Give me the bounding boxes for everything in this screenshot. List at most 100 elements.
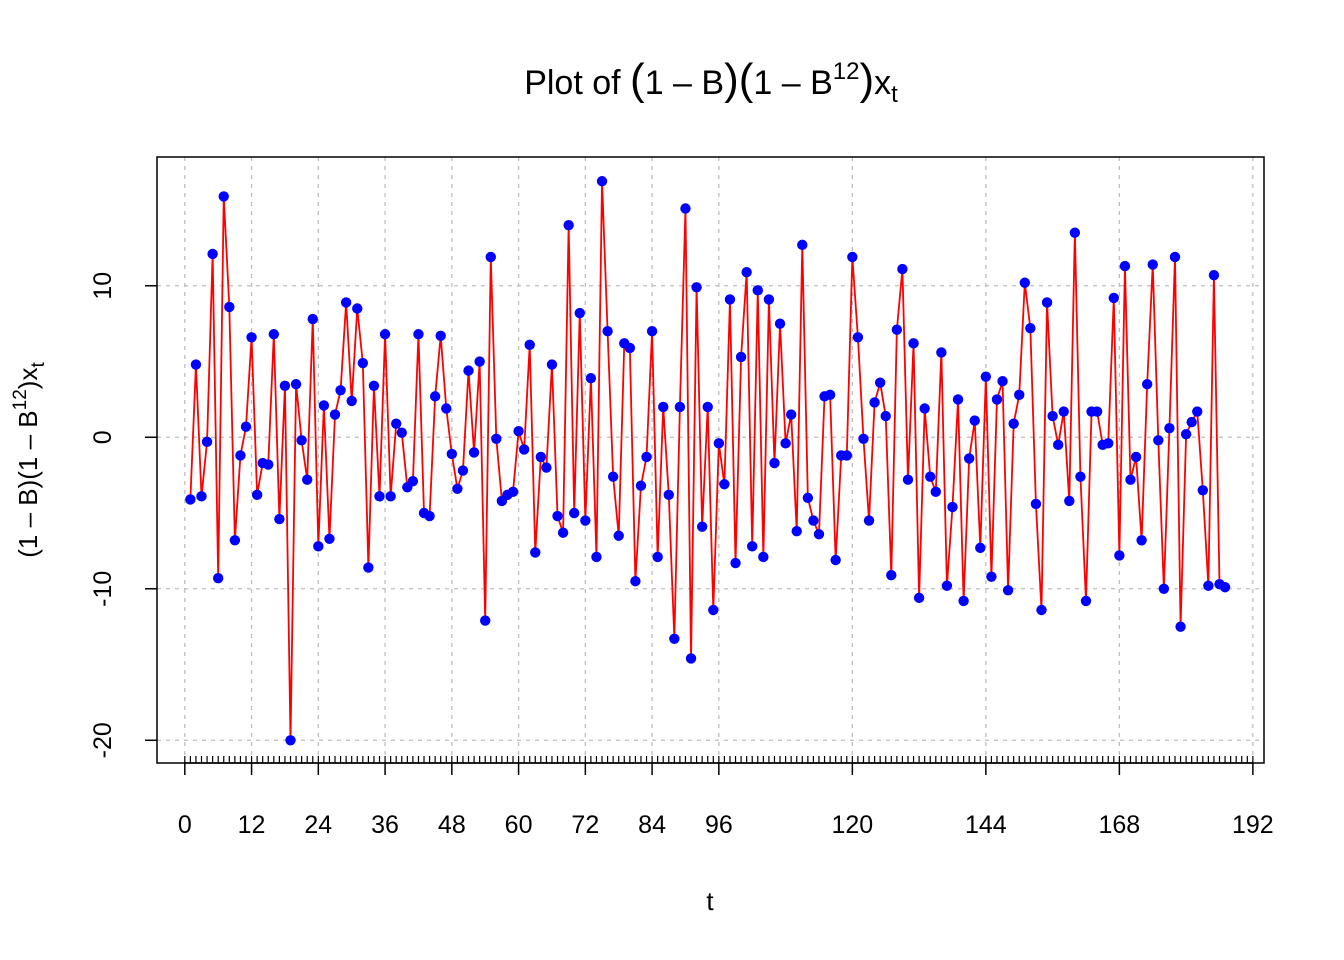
data-point (296, 435, 307, 446)
x-axis-label: t (706, 886, 714, 916)
data-point (752, 285, 763, 296)
data-point (391, 418, 402, 429)
series-line (189, 180, 1226, 742)
chart-title-paren-close-1: ) (724, 55, 739, 104)
data-point (468, 447, 480, 458)
data-point (719, 479, 730, 490)
data-point (557, 527, 569, 538)
data-point (374, 491, 385, 502)
data-point (919, 403, 930, 414)
plot-frame (156, 156, 1265, 764)
data-point (274, 513, 285, 525)
data-point (852, 332, 864, 343)
x-axis: 0 12 24 36 48 60 72 84 96 120 144 168 192 (178, 756, 1274, 839)
data-point (863, 515, 875, 526)
data-point (925, 471, 936, 482)
data-point (774, 318, 786, 329)
data-point (724, 294, 736, 305)
data-point (290, 379, 302, 390)
data-point (368, 380, 380, 391)
data-point (457, 465, 469, 476)
x-tick-label: 168 (1099, 811, 1141, 839)
data-point (452, 483, 463, 494)
data-point (624, 342, 636, 354)
data-point (385, 491, 396, 502)
data-point (302, 474, 313, 485)
data-point (1069, 227, 1081, 238)
data-point (869, 397, 880, 408)
data-point (1064, 495, 1075, 507)
data-point (696, 521, 708, 532)
data-point (1125, 474, 1136, 485)
data-point (1153, 435, 1164, 446)
data-point (307, 313, 318, 325)
data-point (324, 533, 335, 544)
data-point (546, 359, 558, 370)
data-point (635, 480, 647, 491)
data-point (908, 338, 919, 349)
data-point (1091, 406, 1103, 417)
data-point (407, 476, 419, 487)
data-point (663, 489, 674, 501)
data-point (574, 307, 585, 319)
x-tick-label: 96 (705, 811, 733, 839)
data-point (669, 633, 680, 644)
data-point (791, 526, 802, 537)
data-point (518, 444, 530, 455)
data-series (185, 176, 1231, 746)
data-point (607, 471, 619, 482)
data-point (224, 301, 235, 313)
data-point (335, 385, 346, 396)
chart-title-variable: x (874, 64, 891, 102)
data-point (1203, 580, 1214, 591)
x-tick-label: 120 (831, 811, 873, 839)
data-point (329, 409, 341, 420)
data-point (435, 330, 446, 341)
x-tick-label: 24 (304, 811, 332, 839)
data-point (785, 409, 797, 420)
data-point (446, 448, 458, 460)
data-point (769, 457, 780, 469)
x-tick-label: 72 (571, 811, 599, 839)
data-point (513, 426, 524, 437)
data-point (463, 365, 474, 376)
data-point (240, 421, 252, 432)
data-point (1186, 416, 1197, 428)
data-point (263, 459, 274, 470)
data-point (569, 507, 580, 519)
chart-title-factor-1: 1 – B (645, 64, 724, 102)
data-point (847, 251, 858, 263)
data-point (346, 395, 357, 407)
data-point (763, 294, 775, 305)
data-point (357, 357, 369, 369)
data-point (874, 377, 886, 388)
data-point (1141, 379, 1153, 390)
data-point (285, 735, 296, 746)
data-point (396, 427, 407, 438)
data-point (207, 248, 218, 260)
data-point (802, 492, 814, 504)
data-point (952, 394, 964, 405)
data-point (680, 203, 691, 214)
data-point (251, 489, 263, 501)
data-point (824, 389, 836, 401)
data-point (691, 282, 702, 293)
data-point (363, 562, 374, 573)
data-point (891, 324, 903, 335)
data-point (1002, 585, 1014, 596)
data-point (1019, 277, 1030, 288)
x-tick-label: 60 (505, 811, 533, 839)
data-point (646, 326, 658, 337)
y-axis-label: (1 – B)(1 – B12)xt (10, 362, 49, 558)
data-point (1208, 269, 1220, 281)
data-point (196, 491, 207, 502)
data-point (485, 251, 496, 263)
data-point (1114, 550, 1125, 561)
data-point (1147, 259, 1158, 270)
data-point (886, 569, 897, 581)
data-point (1080, 595, 1092, 607)
data-point (735, 351, 747, 363)
data-point (758, 551, 769, 563)
chart-title-subscript: t (891, 81, 898, 108)
